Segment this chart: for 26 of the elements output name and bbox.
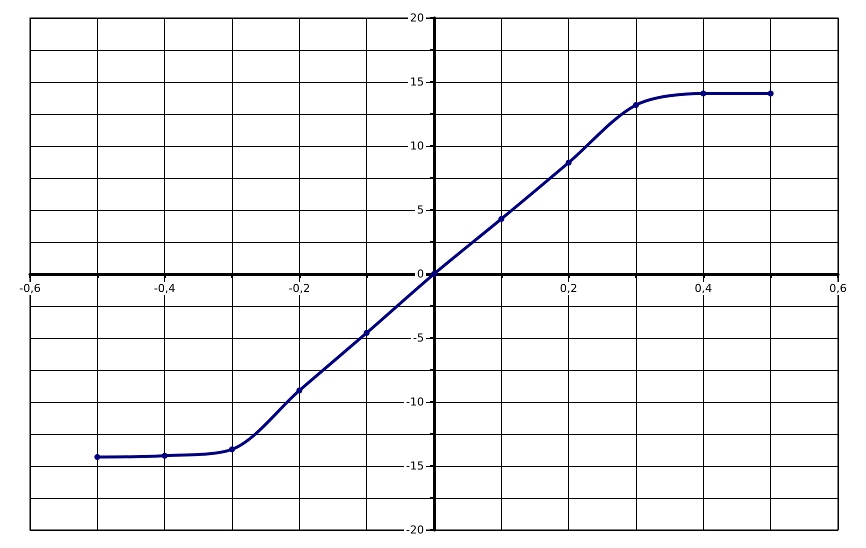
point (633, 102, 639, 108)
y-tick-label: -10 (406, 396, 424, 408)
x-tick-label: -0,4 (154, 282, 176, 295)
point (229, 446, 235, 452)
x-tick-label: 0,6 (829, 282, 847, 295)
y-tick-label: 15 (410, 76, 424, 88)
point (296, 387, 302, 394)
point (431, 271, 437, 277)
x-tick-label: -0,2 (288, 282, 310, 295)
x-tick-label: 0,4 (694, 282, 712, 295)
point (364, 330, 370, 336)
x-tick-label: -0,6 (19, 282, 41, 295)
y-tick-label: 20 (410, 12, 424, 24)
y-tick-label: 5 (417, 204, 424, 216)
point (94, 454, 100, 460)
point (566, 160, 572, 166)
x-tick-label: 0,2 (560, 282, 578, 295)
point (162, 452, 168, 459)
y-tick-label: -5 (413, 332, 424, 344)
point (768, 90, 774, 97)
y-tick-label: 10 (410, 140, 424, 152)
point (498, 216, 504, 222)
y-tick-label: -20 (406, 524, 424, 536)
y-tick-label: 0 (417, 268, 424, 280)
y-tick-label: -15 (406, 460, 424, 472)
point (700, 90, 706, 97)
